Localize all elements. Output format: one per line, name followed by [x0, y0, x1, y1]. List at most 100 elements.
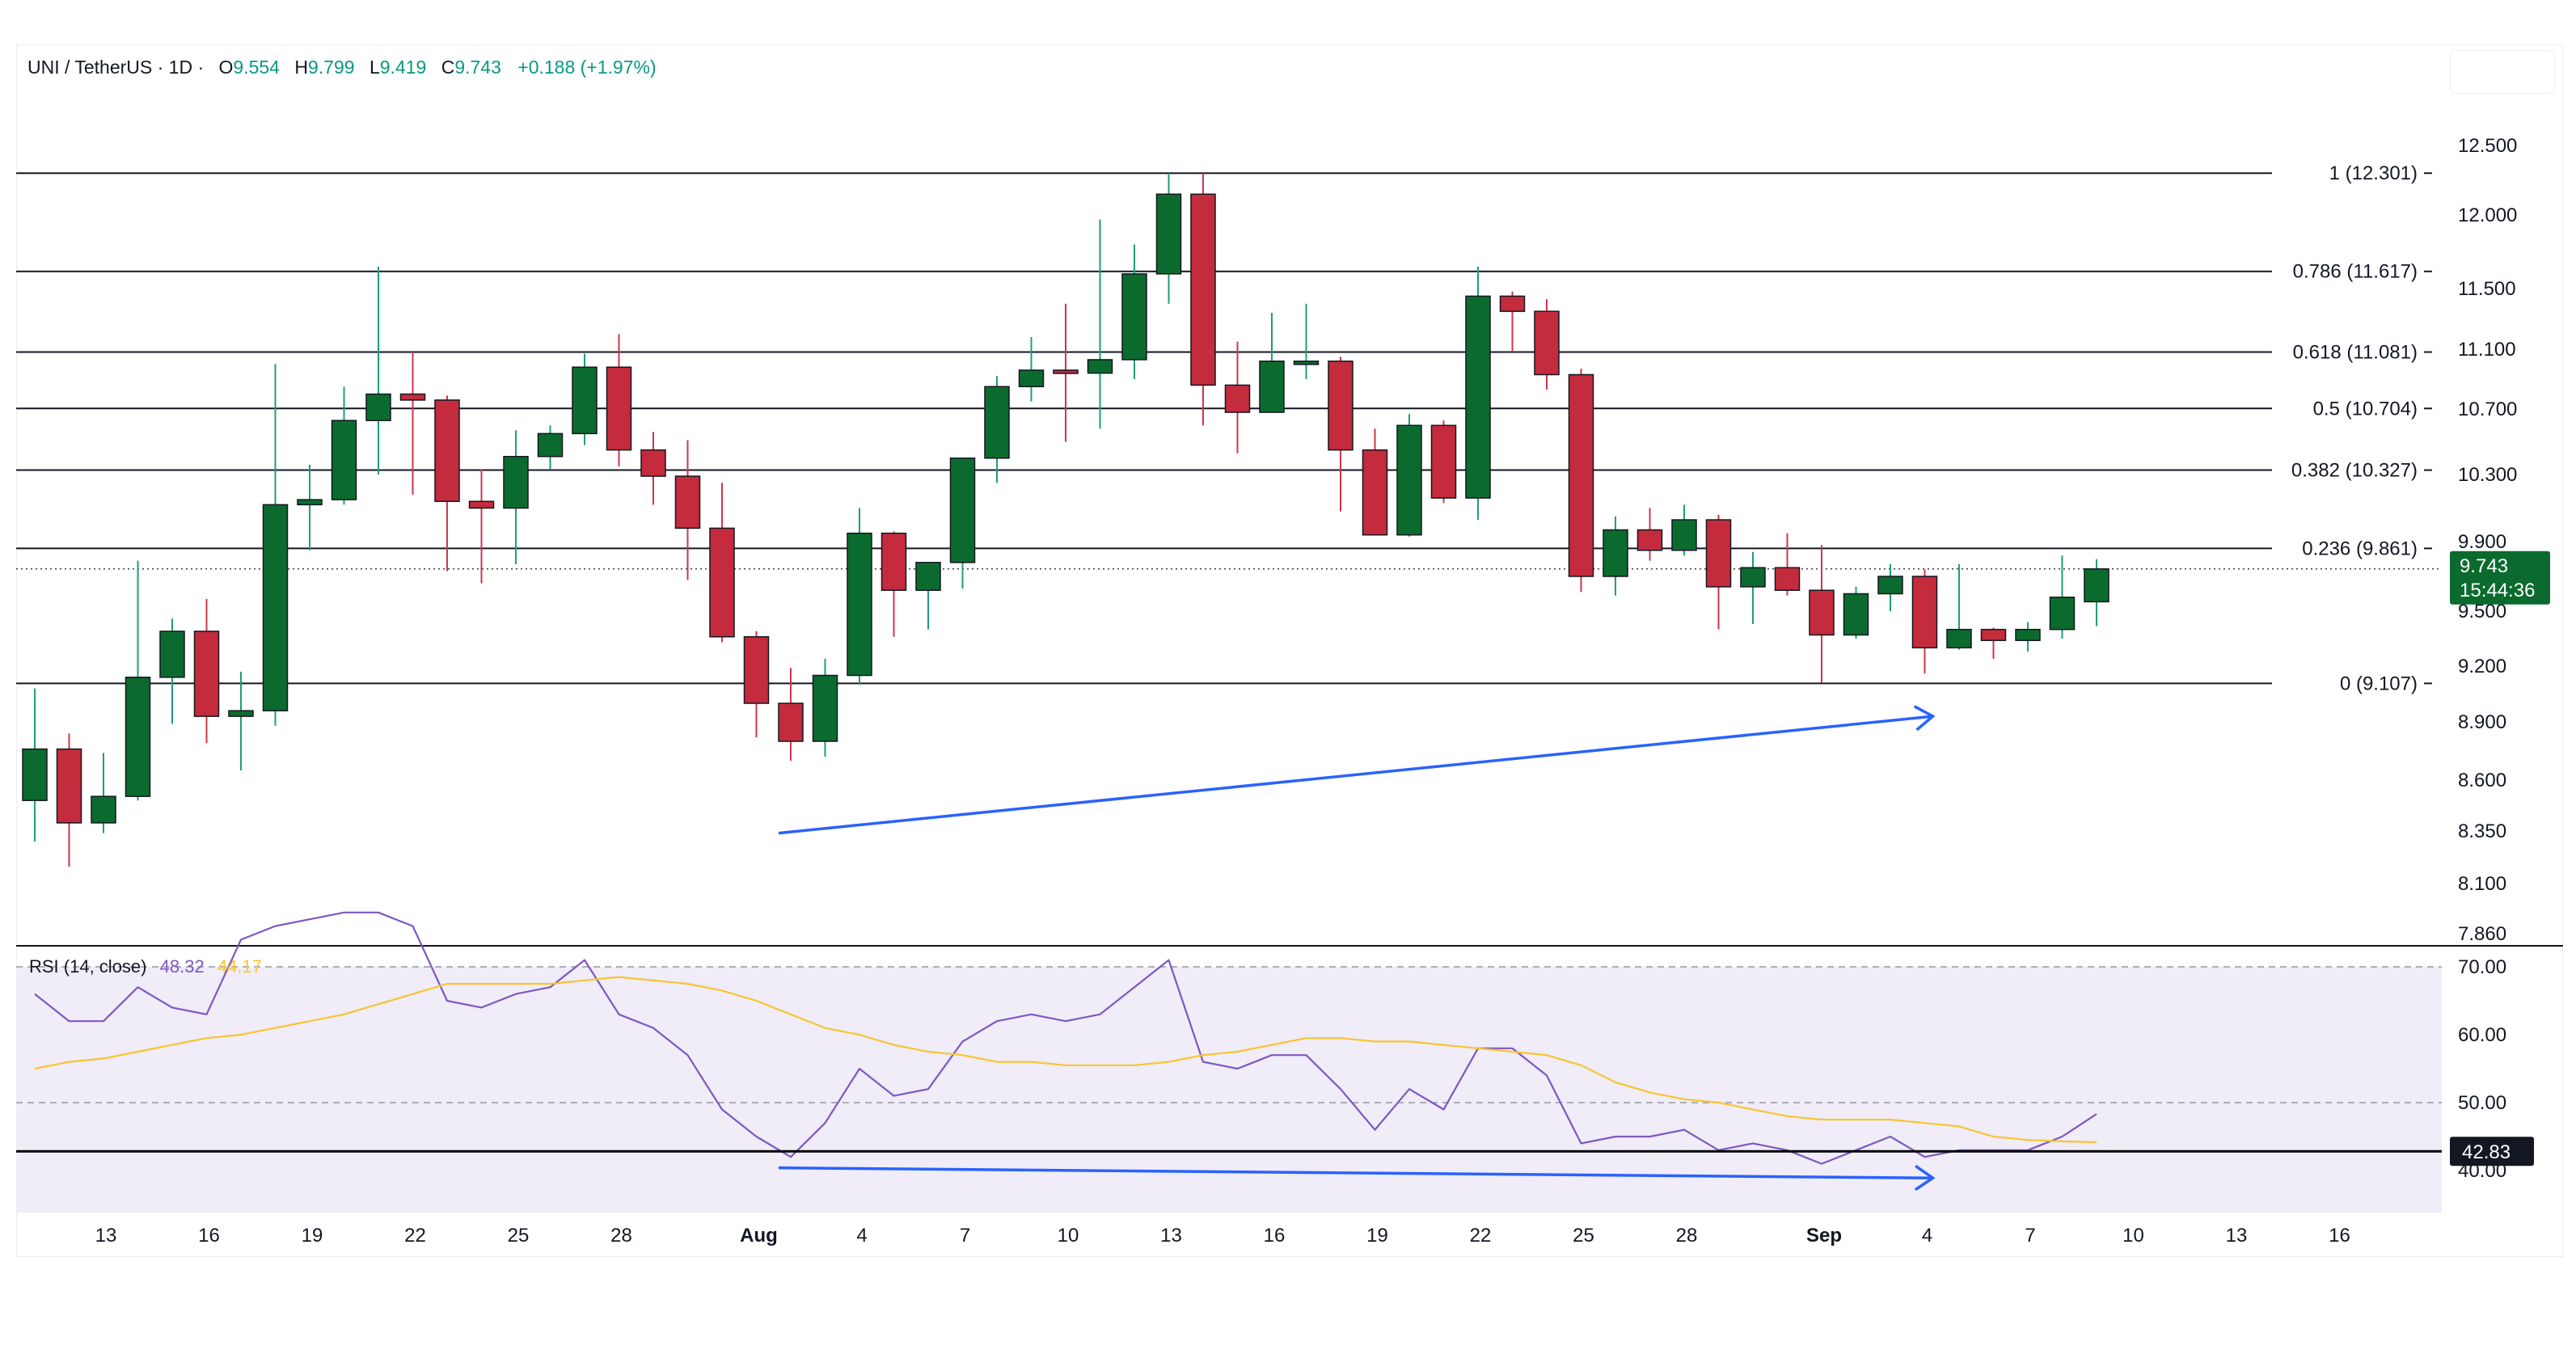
candle-up [949, 458, 976, 563]
time-tick-label: 22 [1470, 1225, 1492, 1247]
time-tick-label: 25 [508, 1225, 530, 1247]
fib-level-label: 1 (12.301) [2329, 162, 2418, 184]
price-tick-label: 12.500 [2458, 135, 2517, 157]
time-tick-label: 28 [1676, 1225, 1698, 1247]
candle-up [1396, 424, 1422, 536]
change-value: +0.188 (+1.97%) [517, 57, 657, 78]
candle-up [1946, 628, 1972, 649]
time-tick-label: 7 [2025, 1225, 2035, 1247]
candle-down [743, 635, 770, 704]
time-tick-label: 10 [2122, 1225, 2144, 1247]
candle-up [1155, 193, 1182, 275]
time-axis[interactable]: 13 16 19 22 25 28 Aug 4 7 10 13 16 19 22 25 28 Sep 4 7 10 13… [95, 1225, 2350, 1247]
time-tick-label: Aug [740, 1225, 778, 1247]
candle-up [537, 432, 564, 458]
candle-up [1018, 369, 1045, 387]
rsi-ma-line [34, 976, 2097, 1144]
symbol-header[interactable]: UNI / TetherUS · 1D · O9.554 H9.799 L9.4… [27, 57, 657, 78]
candle-up [91, 795, 116, 824]
low-label: L [369, 57, 380, 78]
price-tick-label: 8.100 [2458, 873, 2506, 895]
price-tick-label: 8.900 [2458, 711, 2506, 733]
candle-up [2084, 568, 2109, 603]
candle-down [468, 500, 495, 509]
time-tick-label: 4 [1922, 1225, 1932, 1247]
price-axis[interactable]: 12.500 12.000 11.500 11.100 10.700 10.300 9.90… [2458, 135, 2517, 1182]
candle-down [1705, 519, 1732, 588]
rsi-lines [16, 911, 2442, 1165]
candle-up [812, 674, 838, 742]
time-tick-label: 19 [1366, 1225, 1388, 1247]
chart-settings-button[interactable] [2450, 50, 2555, 94]
low-value: 9.419 [379, 57, 427, 78]
price-tick-label: 9.200 [2458, 656, 2506, 677]
close-label: C [441, 57, 455, 78]
candle-down [1774, 567, 1801, 591]
candle-up [1843, 593, 1869, 636]
candle-up [847, 532, 872, 677]
candle-up [1087, 359, 1113, 374]
time-tick-label: 13 [2226, 1225, 2248, 1247]
fib-level-label: 0.618 (11.081) [2293, 342, 2418, 364]
candle-down [434, 399, 460, 502]
candle-down [640, 449, 666, 477]
time-tick-label: 25 [1573, 1225, 1594, 1247]
symbol-title[interactable]: UNI / TetherUS · 1D · [27, 57, 205, 78]
open-label: O [218, 57, 234, 78]
fib-level-label: 0.786 (11.617) [2293, 261, 2418, 283]
candle-up [1671, 519, 1697, 551]
time-tick-label: 16 [2329, 1225, 2350, 1247]
candle-down [1499, 295, 1526, 312]
candle-down [606, 366, 632, 451]
candle-up [503, 455, 529, 509]
candle-down [1053, 369, 1079, 374]
high-label: H [294, 57, 308, 78]
price-tick-label: 11.100 [2458, 339, 2516, 361]
candle-down [193, 631, 220, 717]
candle-up [1259, 361, 1285, 413]
time-tick-label: 22 [404, 1225, 426, 1247]
time-tick-label: 7 [960, 1225, 970, 1247]
time-tick-label: 28 [610, 1225, 632, 1247]
rsi-value: 48.32 [159, 956, 205, 977]
rsi-tick-label: 50.00 [2458, 1092, 2506, 1114]
rsi-trend-arrow [778, 1166, 1933, 1179]
candle-up [2015, 628, 2041, 642]
price-tick-label: 10.300 [2458, 464, 2517, 486]
rsi-tick-label: 60.00 [2458, 1024, 2506, 1046]
candle-up [159, 631, 185, 678]
price-trend-arrow-head [1913, 705, 1936, 732]
candlestick-series [22, 173, 2109, 867]
fibonacci-levels: 1 (12.301) 0.786 (11.617) 0.618 (11.081) 0.… [16, 162, 2442, 694]
last-price-badge [2450, 551, 2550, 605]
candle-up [572, 366, 598, 435]
candle-down [1430, 424, 1457, 499]
fib-level-label: 0 (9.107) [2340, 673, 2418, 694]
candle-up [1121, 273, 1147, 361]
fib-level-label: 0.236 (9.861) [2302, 538, 2418, 559]
candle-up [297, 499, 323, 506]
rsi-ma-value: 44.17 [217, 956, 262, 977]
candle-down [1190, 193, 1216, 386]
candle-up [1603, 529, 1628, 577]
candle-up [1465, 295, 1491, 499]
last-price-badge-value: 9.743 [2460, 555, 2508, 577]
time-tick-label: 4 [856, 1225, 867, 1247]
candle-down [56, 748, 82, 824]
candle-up [365, 393, 391, 421]
high-value: 9.799 [308, 57, 355, 78]
price-tick-label: 11.500 [2458, 278, 2516, 300]
price-tick-label: 8.600 [2458, 770, 2506, 791]
time-tick-label: 19 [302, 1225, 323, 1247]
candle-up [22, 748, 48, 801]
open-value: 9.554 [233, 57, 280, 78]
candle-down [778, 702, 804, 742]
chart-frame[interactable] [16, 44, 2563, 1257]
candle-up [1740, 567, 1766, 588]
fib-level-label: 0.382 (10.327) [2291, 460, 2418, 482]
candle-down [1224, 384, 1251, 413]
rsi-legend[interactable]: RSI (14, close) 48.32 44.17 [29, 956, 262, 977]
candle-down [1568, 373, 1594, 577]
candle-up [125, 677, 151, 797]
